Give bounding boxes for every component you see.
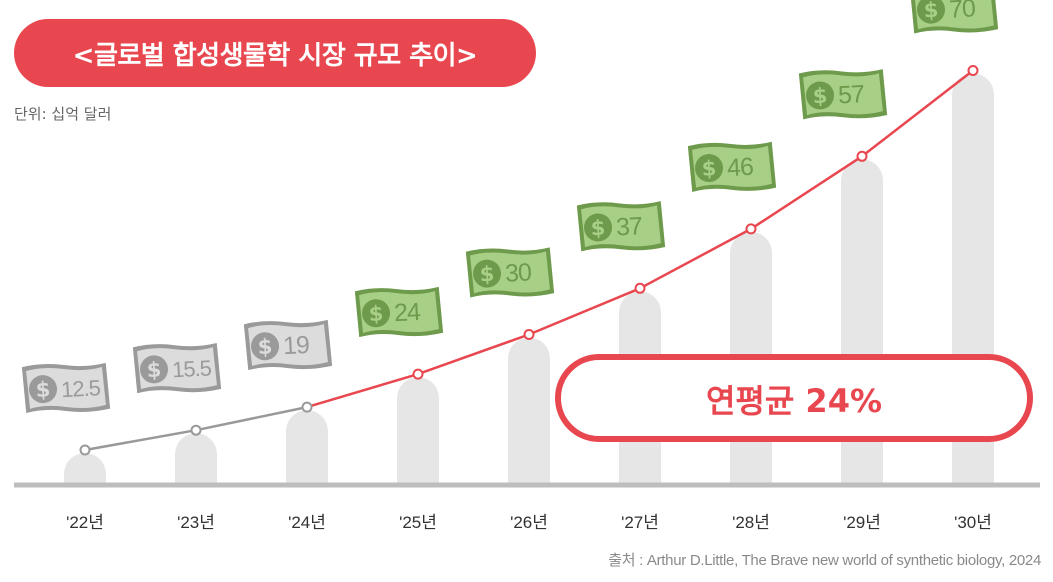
money-bill: $15.5 [132,343,222,394]
bar-2 [286,410,328,485]
actual-line-segment [195,405,308,432]
x-tick-label: '23년 [177,513,215,532]
trend-points [79,65,979,456]
x-tick-label: '27년 [621,513,659,532]
value-label: 57 [837,80,864,109]
dollar-icon: $ [473,259,502,288]
money-bill: $70 [909,0,999,34]
svg-text:$: $ [923,0,939,23]
data-point [190,424,202,436]
source-note: 출처 : Arthur D.Little, The Brave new worl… [608,552,1041,569]
data-point [745,223,757,235]
money-bill: $12.5 [21,362,111,414]
x-tick-label: '24년 [288,513,326,532]
actual-line-segment [84,428,197,452]
money-bill: $46 [687,141,777,192]
chart-title: <글로벌 합성생물학 시장 규모 추이> [14,19,536,87]
dollar-icon: $ [806,81,835,110]
svg-text:$: $ [257,334,273,359]
data-point [856,150,868,162]
money-bill: $37 [576,201,666,252]
money-bill: $30 [465,247,555,298]
unit-label: 단위: 십억 달러 [14,105,112,123]
value-label: 37 [615,212,642,241]
data-point [523,329,535,340]
bar-0 [64,453,106,485]
value-label: 70 [948,0,975,24]
svg-text:$: $ [590,216,606,241]
value-label: 46 [726,153,753,182]
data-point [79,444,91,456]
value-label: 12.5 [60,375,101,402]
money-bill: $57 [798,69,888,120]
bar-4 [508,337,550,485]
bar-1 [175,433,217,485]
value-bills: $12.5$ 15.5$ 19$ 24$ 30$ 37$ 46$ 57$ 70 [21,0,999,414]
x-tick-label: '29년 [843,513,881,532]
data-point [412,368,424,380]
dollar-icon: $ [917,0,946,24]
svg-text:$: $ [146,357,162,382]
dollar-icon: $ [251,332,280,361]
svg-text:$: $ [812,84,828,109]
svg-text:$: $ [701,156,717,181]
money-bill: $24 [354,286,444,338]
svg-text:$: $ [368,301,384,326]
svg-text:$: $ [479,262,495,287]
forecast-line-segment [528,287,641,336]
forecast-line-segment [861,69,974,158]
trend-lines [84,69,974,452]
forecast-line-segment [306,372,419,409]
forecast-line-segment [750,155,863,230]
cagr-label: 연평균 24% [706,382,882,420]
x-tick-label: '22년 [66,513,104,532]
forecast-line-segment [639,227,752,290]
value-label: 24 [393,298,421,327]
x-tick-label: '25년 [399,513,437,532]
x-tick-label: '26년 [510,513,548,532]
dollar-icon: $ [362,299,391,328]
dollar-icon: $ [584,213,613,242]
value-label: 19 [282,331,309,360]
cagr-badge: 연평균 24% [555,354,1033,442]
forecast-line-segment [417,333,530,376]
data-point [301,401,313,413]
value-label: 30 [504,258,531,287]
svg-text:$: $ [35,377,51,402]
dollar-icon: $ [695,154,724,183]
money-bill: $19 [243,319,333,371]
dollar-icon: $ [140,355,169,384]
value-label: 15.5 [171,355,212,382]
x-tick-label: '28년 [732,513,770,532]
data-point [634,282,646,294]
x-tick-labels: '22년 '23년 '24년 '25년 '26년 '27년 '28년 '29년 '30년 [66,513,992,532]
dollar-icon: $ [29,375,58,404]
x-tick-label: '30년 [954,513,992,532]
data-point [967,65,979,76]
bar-3 [397,377,439,485]
